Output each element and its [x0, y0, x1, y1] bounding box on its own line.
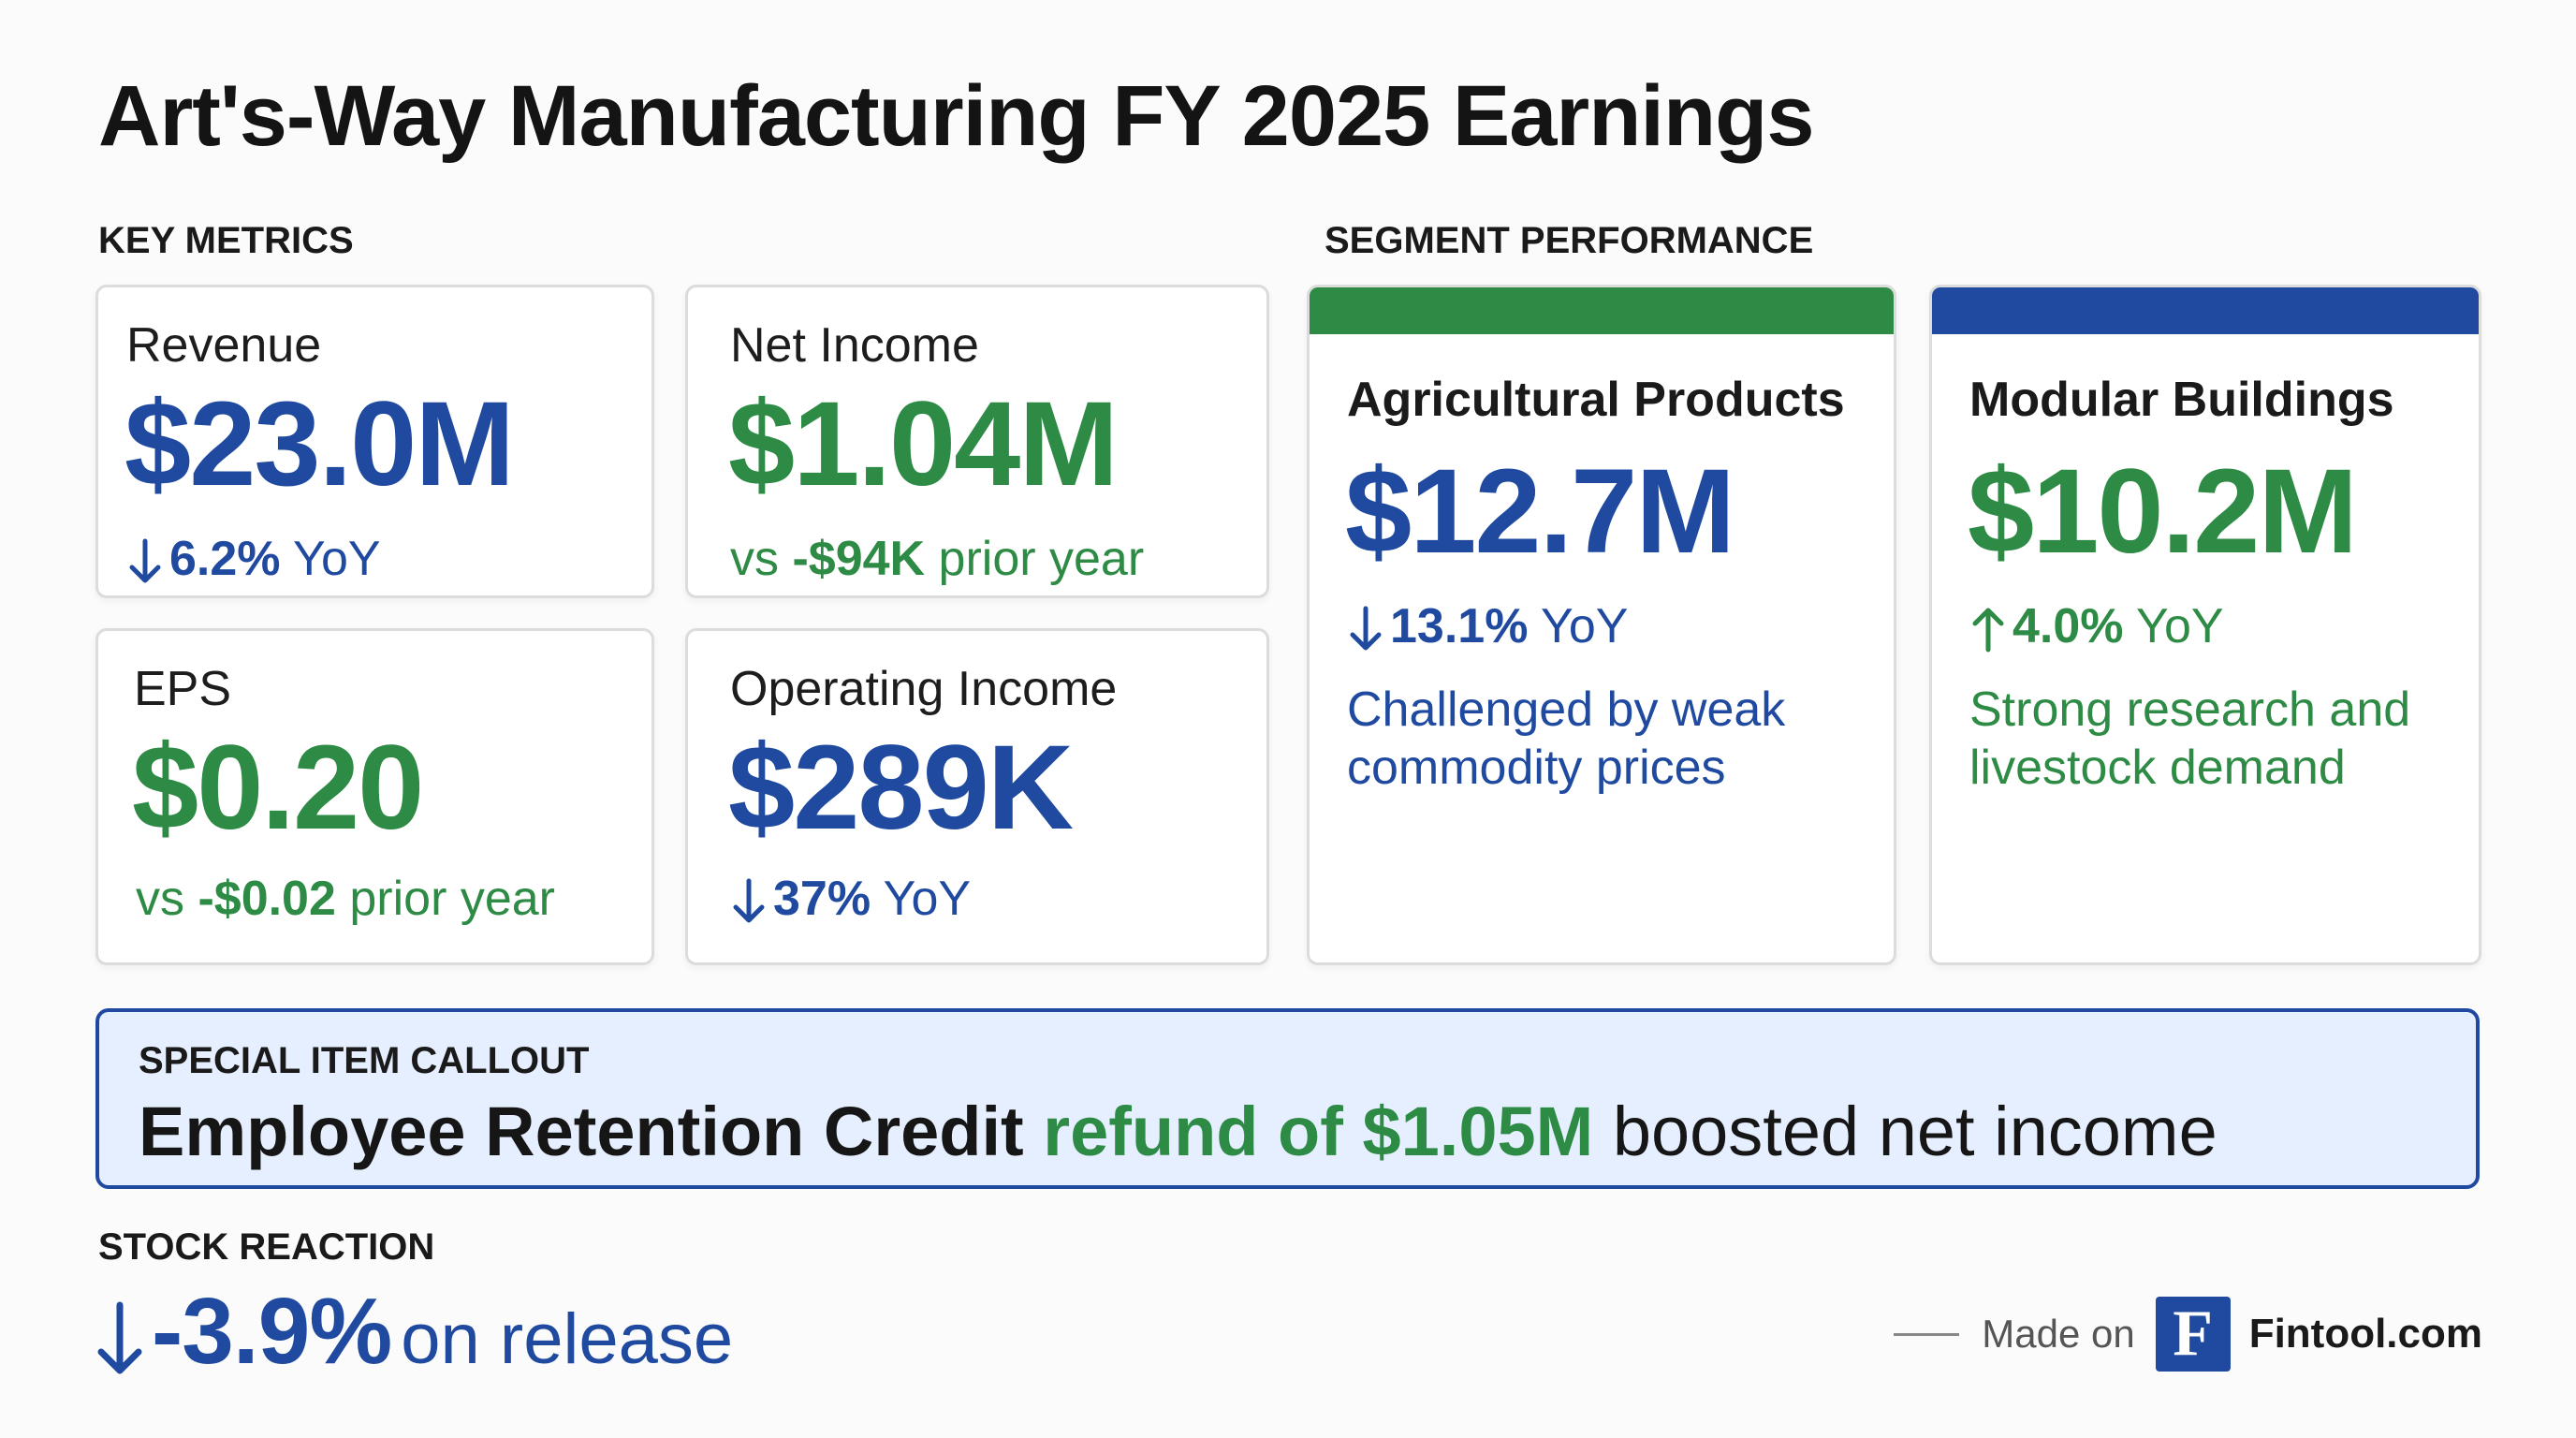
segment-note: Strong research and livestock demand: [1969, 682, 2411, 795]
brand-link[interactable]: Fintool.com: [2248, 1311, 2482, 1357]
segment-performance-heading: SEGMENT PERFORMANCE: [1325, 220, 1814, 261]
metric-label: Operating Income: [730, 662, 1118, 716]
metric-change: 6.2% YoY: [126, 531, 381, 587]
prior-value: -$94K: [792, 532, 926, 586]
divider: [1894, 1332, 1960, 1336]
change-percent: 13.1%: [1390, 599, 1529, 653]
metric-value: $0.20: [132, 721, 424, 855]
made-on-label: Made on: [1982, 1312, 2135, 1356]
change-percent: 4.0%: [2012, 599, 2124, 653]
change-percent: 37%: [773, 872, 871, 926]
metric-change: 37% YoY: [730, 871, 971, 927]
metric-value: $23.0M: [124, 377, 515, 511]
segment-color-bar: [1932, 287, 2479, 334]
stock-reaction-heading: STOCK REACTION: [98, 1226, 435, 1268]
segment-name: Agricultural Products: [1347, 373, 1845, 427]
comparison-prefix: vs: [136, 872, 198, 926]
metric-card-eps: EPS $0.20 vs -$0.02 prior year: [95, 628, 654, 965]
segment-color-bar: [1310, 287, 1894, 334]
metric-card-revenue: Revenue $23.0M 6.2% YoY: [95, 285, 654, 598]
metric-value: $1.04M: [728, 377, 1119, 511]
arrow-down-icon: [97, 1301, 142, 1374]
segment-change: 13.1% YoY: [1347, 598, 1628, 654]
change-percent: 6.2%: [169, 532, 281, 586]
prior-value: -$0.02: [198, 872, 336, 926]
callout-item: Employee Retention Credit: [139, 1093, 1024, 1170]
stock-note: on release: [401, 1299, 734, 1379]
callout-effect: boosted net income: [1612, 1093, 2217, 1170]
metric-card-operating-income: Operating Income $289K 37% YoY: [685, 628, 1269, 965]
segment-note: Challenged by weak commodity prices: [1347, 682, 1786, 795]
segment-card-modular: Modular Buildings $10.2M 4.0% YoY Strong…: [1929, 285, 2481, 965]
segment-value: $12.7M: [1345, 445, 1735, 579]
callout-text: Employee Retention Credit refund of $1.0…: [139, 1092, 2217, 1171]
change-suffix: YoY: [871, 872, 972, 926]
segment-name: Modular Buildings: [1969, 373, 2394, 427]
footer-branding: Made on F Fintool.com: [1894, 1297, 2482, 1372]
change-suffix: YoY: [1528, 599, 1629, 653]
metric-card-net-income: Net Income $1.04M vs -$94K prior year: [685, 285, 1269, 598]
fintool-logo-icon: F: [2155, 1297, 2231, 1372]
metric-comparison: vs -$0.02 prior year: [136, 871, 555, 927]
comparison-prefix: vs: [730, 532, 793, 586]
metric-label: EPS: [134, 662, 232, 716]
change-suffix: YoY: [280, 532, 381, 586]
callout-label: SPECIAL ITEM CALLOUT: [139, 1040, 590, 1081]
segment-value: $10.2M: [1968, 445, 2358, 579]
metric-label: Revenue: [126, 318, 322, 373]
arrow-down-icon: [733, 878, 765, 923]
arrow-up-icon: [1972, 608, 2004, 653]
key-metrics-heading: KEY METRICS: [98, 220, 354, 261]
stock-reaction-value: -3.9% on release: [94, 1278, 733, 1386]
stock-change: -3.9%: [152, 1279, 392, 1384]
segment-card-agricultural: Agricultural Products $12.7M 13.1% YoY C…: [1307, 285, 1896, 965]
callout-amount: refund of $1.05M: [1043, 1093, 1594, 1170]
segment-change: 4.0% YoY: [1969, 598, 2224, 654]
metric-comparison: vs -$94K prior year: [730, 531, 1144, 587]
page-title: Art's-Way Manufacturing FY 2025 Earnings: [98, 68, 1815, 164]
arrow-down-icon: [129, 538, 161, 583]
comparison-suffix: prior year: [925, 532, 1145, 586]
metric-value: $289K: [728, 721, 1074, 855]
special-item-callout: SPECIAL ITEM CALLOUT Employee Retention …: [95, 1008, 2480, 1189]
comparison-suffix: prior year: [335, 872, 555, 926]
change-suffix: YoY: [2123, 599, 2224, 653]
metric-label: Net Income: [730, 318, 979, 373]
arrow-down-icon: [1350, 606, 1382, 651]
